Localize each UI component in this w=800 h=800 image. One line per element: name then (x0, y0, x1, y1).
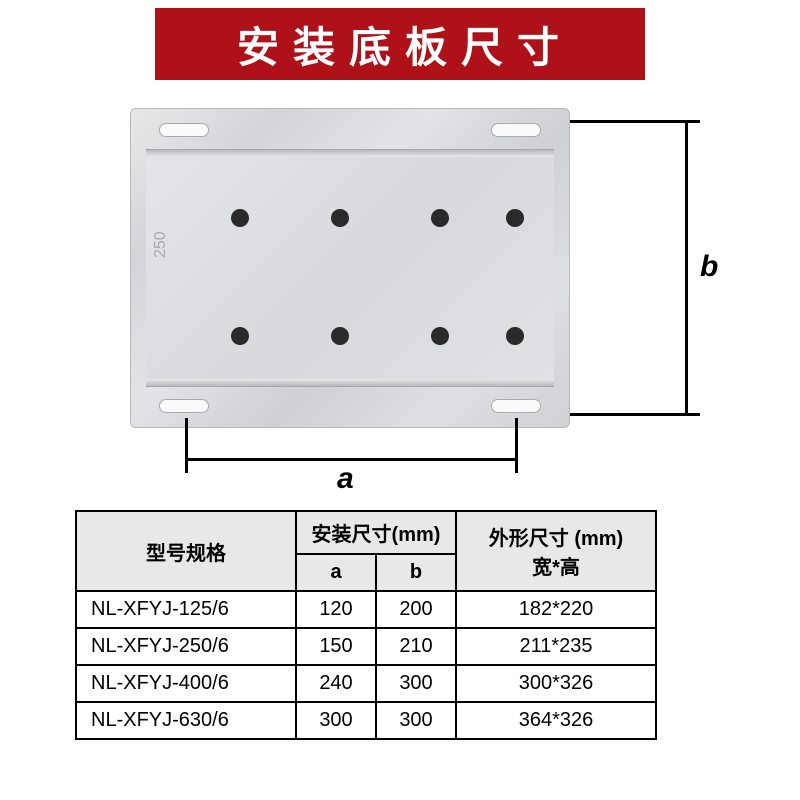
hole-icon (506, 209, 524, 227)
cell-outer: 364*326 (456, 702, 656, 739)
plate-ridge-bottom (146, 379, 554, 387)
cell-a: 240 (296, 665, 376, 702)
cell-a: 150 (296, 628, 376, 665)
cell-a: 120 (296, 591, 376, 628)
dim-b-label: b (700, 250, 718, 284)
table-row: NL-XFYJ-630/6 300 300 364*326 (76, 702, 656, 739)
table-row: NL-XFYJ-125/6 120 200 182*220 (76, 591, 656, 628)
hole-icon (506, 327, 524, 345)
table-row: NL-XFYJ-250/6 150 210 211*235 (76, 628, 656, 665)
dim-b-ext-bot (570, 413, 700, 416)
title-banner: 安装底板尺寸 (155, 8, 645, 80)
hole-icon (331, 209, 349, 227)
hole-icon (231, 209, 249, 227)
hole-icon (431, 327, 449, 345)
col-a-header: a (296, 554, 376, 591)
cell-a: 300 (296, 702, 376, 739)
mount-slot-tl (159, 123, 209, 137)
col-install-header: 安装尺寸(mm) (296, 511, 456, 554)
cell-outer: 211*235 (456, 628, 656, 665)
cell-b: 200 (376, 591, 456, 628)
cell-outer: 182*220 (456, 591, 656, 628)
mount-slot-br (491, 399, 541, 413)
dim-a-label: a (337, 462, 354, 496)
cell-model: NL-XFYJ-125/6 (76, 591, 296, 628)
cell-model: NL-XFYJ-400/6 (76, 665, 296, 702)
cell-b: 210 (376, 628, 456, 665)
mount-slot-bl (159, 399, 209, 413)
hole-icon (331, 327, 349, 345)
dim-a-ext-right (515, 418, 518, 473)
title-text: 安装底板尺寸 (237, 14, 573, 75)
col-outer-header-l1: 外形尺寸 (mm) (489, 528, 623, 550)
table-row: NL-XFYJ-400/6 240 300 300*326 (76, 665, 656, 702)
plate-mid-panel (146, 157, 554, 379)
plate-diagram: 250 b a (85, 100, 705, 480)
dim-b-ext-top (570, 120, 700, 123)
cell-b: 300 (376, 702, 456, 739)
table-body: NL-XFYJ-125/6 120 200 182*220 NL-XFYJ-25… (76, 591, 656, 739)
cell-model: NL-XFYJ-630/6 (76, 702, 296, 739)
spec-table: 型号规格 安装尺寸(mm) 外形尺寸 (mm) 宽*高 a b NL-XFYJ-… (75, 510, 657, 740)
col-b-header: b (376, 554, 456, 591)
cell-model: NL-XFYJ-250/6 (76, 628, 296, 665)
plate-ridge-top (146, 149, 554, 157)
dim-a-ext-left (185, 418, 188, 473)
hole-icon (231, 327, 249, 345)
plate-outer: 250 (130, 108, 570, 428)
table-header-row-1: 型号规格 安装尺寸(mm) 外形尺寸 (mm) 宽*高 (76, 511, 656, 554)
cell-outer: 300*326 (456, 665, 656, 702)
dim-a-line (185, 458, 518, 461)
mount-slot-tr (491, 123, 541, 137)
dim-b-line (685, 120, 688, 416)
table-head: 型号规格 安装尺寸(mm) 外形尺寸 (mm) 宽*高 a b (76, 511, 656, 591)
col-outer-header: 外形尺寸 (mm) 宽*高 (456, 511, 656, 591)
hole-icon (431, 209, 449, 227)
col-model-header: 型号规格 (76, 511, 296, 591)
cell-b: 300 (376, 665, 456, 702)
col-outer-header-l2: 宽*高 (532, 557, 580, 579)
plate-stamp-text: 250 (152, 231, 170, 258)
